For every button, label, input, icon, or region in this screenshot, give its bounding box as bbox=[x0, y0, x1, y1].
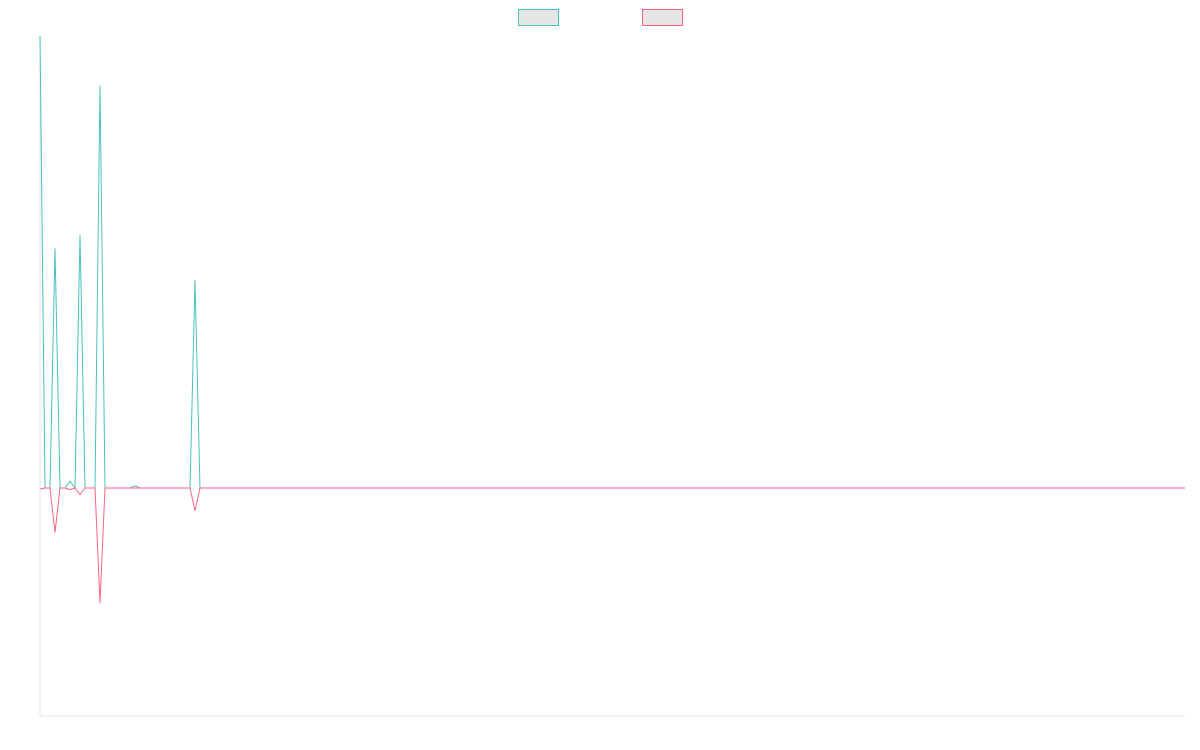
chart-legend[interactable] bbox=[518, 9, 683, 26]
chart-axes bbox=[39, 36, 1185, 717]
legend-swatch-2[interactable] bbox=[642, 9, 683, 26]
chart-series-layer bbox=[39, 35, 1185, 604]
series-line-1 bbox=[39, 35, 1185, 490]
legend-item-2[interactable] bbox=[642, 9, 683, 26]
series-line-2 bbox=[39, 487, 1185, 604]
legend-item-1[interactable] bbox=[518, 9, 559, 26]
legend-swatch-1[interactable] bbox=[518, 9, 559, 26]
